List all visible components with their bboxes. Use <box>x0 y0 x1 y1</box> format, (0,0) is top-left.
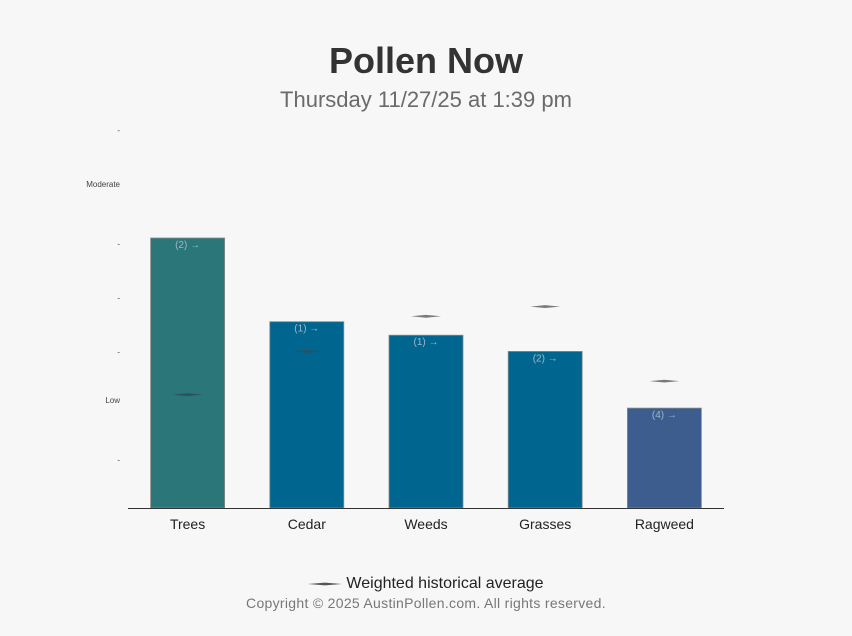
bar-data-label: (4) → <box>652 410 677 421</box>
bar-trees <box>150 237 226 509</box>
y-tick-label: - <box>117 126 120 135</box>
bar-data-label: (2) → <box>175 240 200 251</box>
y-tick-label: Moderate <box>86 180 120 189</box>
y-tick-label: - <box>117 293 120 302</box>
bar-ragweed <box>627 407 702 509</box>
chart-title: Pollen Now <box>328 40 523 81</box>
legend: Weighted historical average <box>0 575 852 593</box>
legend-swatch-icon <box>308 582 343 586</box>
x-tick-label: Trees <box>170 516 205 532</box>
historical-average-marker <box>411 314 441 318</box>
legend-label: Weighted historical average <box>346 575 544 592</box>
historical-average-marker <box>291 350 322 353</box>
y-tick-label: Low <box>105 396 120 405</box>
x-tick-label: Weeds <box>404 516 447 532</box>
x-tick-label: Grasses <box>519 516 571 532</box>
historical-average-marker <box>172 393 203 396</box>
bar-cedar <box>269 321 345 509</box>
copyright-notice: Copyright © 2025 AustinPollen.com. All r… <box>246 595 606 611</box>
historical-average-marker <box>649 379 680 383</box>
x-tick-label: Cedar <box>288 516 326 532</box>
bar-data-label: (1) → <box>414 337 439 348</box>
bar-data-label: (1) → <box>294 324 319 335</box>
y-tick-label: - <box>117 239 120 248</box>
bar-data-label: (2) → <box>533 353 558 364</box>
bar-grasses <box>507 350 583 509</box>
y-tick-label: - <box>117 347 120 356</box>
bar-weeds <box>388 334 464 509</box>
chart-subtitle: Thursday 11/27/25 at 1:39 pm <box>280 87 572 112</box>
historical-average-marker <box>530 305 561 308</box>
y-tick-label: - <box>117 455 120 464</box>
x-tick-label: Ragweed <box>635 516 694 532</box>
